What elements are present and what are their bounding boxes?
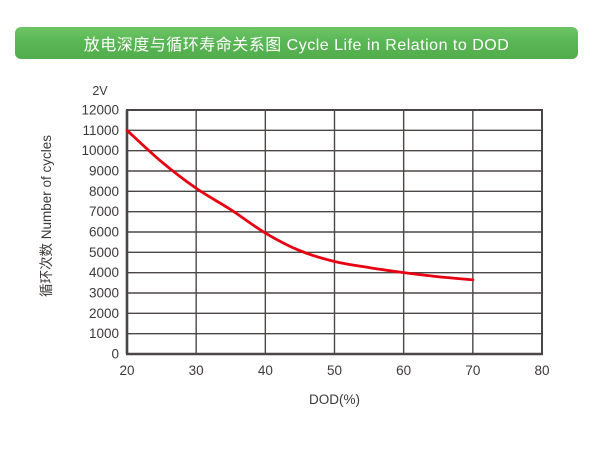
y-tick-label: 7000 (89, 204, 119, 219)
y-tick-label: 6000 (89, 225, 119, 240)
y-tick-label: 10000 (81, 143, 119, 158)
y-tick-label: 3000 (89, 286, 119, 301)
x-tick-label: 50 (327, 363, 342, 378)
y-tick-label: 9000 (89, 164, 119, 179)
y-tick-label: 1000 (89, 326, 119, 341)
cycle-life-curve (125, 128, 475, 282)
x-tick-label: 60 (396, 363, 411, 378)
y-tick-label: 4000 (89, 265, 119, 280)
x-tick-label: 20 (119, 363, 134, 378)
y-tick-label: 11000 (82, 123, 119, 138)
x-tick-label: 30 (189, 363, 204, 378)
x-tick-label: 40 (258, 363, 273, 378)
y-tick-label: 5000 (89, 245, 119, 260)
x-axis-title: DOD(%) (309, 392, 360, 407)
y-tick-label: 12000 (81, 103, 119, 118)
y-tick-label: 8000 (89, 184, 119, 199)
x-tick-label: 80 (534, 363, 549, 378)
title-banner: 放电深度与循环寿命关系图 Cycle Life in Relation to D… (15, 27, 578, 59)
page-title: 放电深度与循环寿命关系图 Cycle Life in Relation to D… (83, 37, 510, 54)
series-label-2v: 2V (92, 84, 108, 98)
y-tick-label: 2000 (89, 306, 119, 321)
y-tick-label: 0 (111, 347, 119, 362)
x-tick-label: 70 (465, 363, 480, 378)
